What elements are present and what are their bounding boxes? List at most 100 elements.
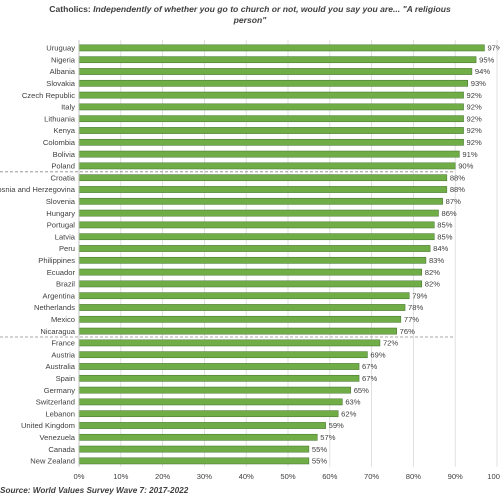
value-label: 84% — [433, 244, 448, 253]
value-label: 91% — [462, 150, 477, 159]
value-label: 92% — [467, 138, 482, 147]
category-label: New Zealand — [30, 457, 75, 466]
bar — [78, 221, 435, 229]
bar — [78, 304, 406, 311]
value-label: 69% — [370, 350, 385, 359]
category-label: Spain — [56, 374, 75, 383]
bar — [78, 44, 485, 52]
bar — [78, 56, 477, 64]
category-label: Venezuela — [40, 433, 76, 442]
category-label: Slovenia — [46, 197, 76, 206]
category-label: Ecuador — [47, 268, 76, 277]
bar — [78, 209, 439, 217]
category-label: Latvia — [55, 232, 76, 241]
value-label: 92% — [467, 91, 482, 100]
bar — [78, 127, 464, 134]
value-label: 85% — [437, 232, 452, 241]
chart-title-prefix: Catholics: — [49, 4, 91, 14]
category-label: Lebanon — [45, 409, 75, 418]
category-label: Brazil — [56, 280, 75, 289]
category-label: Bosnia and Herzegovina — [0, 185, 76, 194]
value-label: 78% — [408, 303, 423, 312]
x-tick-label: 20% — [155, 472, 170, 481]
source-note: Source: World Values Survey Wave 7: 2017… — [0, 486, 189, 495]
value-label: 93% — [471, 79, 486, 88]
chart-title: Catholics: Independently of whether you … — [0, 4, 500, 26]
bar — [78, 115, 464, 123]
bar — [78, 138, 464, 146]
bar — [78, 386, 351, 394]
category-label: Austria — [51, 350, 75, 359]
bar — [78, 245, 431, 252]
value-label: 90% — [458, 162, 473, 171]
value-label: 57% — [320, 433, 335, 442]
value-label: 79% — [412, 291, 427, 300]
value-label: 55% — [312, 445, 327, 454]
value-label: 65% — [354, 386, 369, 395]
category-label: Albania — [50, 67, 76, 76]
value-label: 55% — [312, 457, 327, 466]
bar — [78, 233, 435, 241]
bar — [78, 410, 339, 418]
category-label: Germany — [44, 386, 75, 395]
value-label: 88% — [450, 173, 465, 182]
category-label: Argentina — [42, 291, 75, 300]
x-tick-label: 60% — [322, 472, 337, 481]
category-label: Peru — [59, 244, 75, 253]
category-label: Lithuania — [44, 114, 76, 123]
bar — [78, 174, 448, 182]
bar — [78, 398, 343, 406]
category-label: Nigeria — [51, 55, 76, 64]
bar — [78, 422, 326, 429]
bar — [78, 79, 468, 87]
value-label: 97% — [487, 44, 500, 53]
bar — [78, 315, 402, 323]
bar — [78, 68, 473, 75]
bar — [78, 351, 368, 359]
category-label: Australia — [45, 362, 75, 371]
bar — [78, 445, 310, 453]
chart-title-question: Independently of whether you go to churc… — [93, 4, 451, 14]
category-label: Uruguay — [46, 44, 75, 53]
value-label: 88% — [450, 185, 465, 194]
bar — [78, 327, 397, 335]
value-label: 62% — [341, 409, 356, 418]
category-label: Croatia — [51, 173, 76, 182]
value-label: 82% — [425, 268, 440, 277]
category-label: Mexico — [51, 315, 75, 324]
bar — [78, 162, 456, 170]
bar — [78, 280, 423, 288]
chart-title-question-end: person" — [233, 15, 267, 25]
category-label: Hungary — [46, 209, 75, 218]
category-label: Slovakia — [46, 79, 75, 88]
bar — [78, 268, 423, 276]
bar — [78, 150, 460, 158]
value-label: 72% — [383, 339, 398, 348]
x-tick-label: 50% — [280, 472, 295, 481]
value-label: 94% — [475, 67, 490, 76]
bar — [78, 186, 448, 193]
category-label: Bolivia — [53, 150, 76, 159]
value-label: 92% — [467, 126, 482, 135]
value-label: 95% — [479, 55, 494, 64]
x-tick-label: 10% — [113, 472, 128, 481]
bar — [78, 374, 360, 382]
x-tick-label: 90% — [448, 472, 463, 481]
x-tick-label: 30% — [197, 472, 212, 481]
category-label: Colombia — [43, 138, 76, 147]
category-label: Netherlands — [34, 303, 75, 312]
value-label: 76% — [400, 327, 415, 336]
bar — [78, 91, 464, 99]
x-tick-label: 0% — [74, 472, 85, 481]
value-label: 67% — [362, 362, 377, 371]
bar — [78, 457, 310, 465]
value-label: 85% — [437, 221, 452, 230]
category-label: France — [51, 339, 75, 348]
category-label: Czech Republic — [22, 91, 75, 100]
value-label: 92% — [467, 103, 482, 112]
bar — [78, 292, 410, 300]
value-label: 59% — [329, 421, 344, 430]
value-label: 77% — [404, 315, 419, 324]
x-tick-label: 70% — [364, 472, 379, 481]
